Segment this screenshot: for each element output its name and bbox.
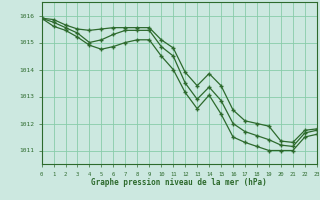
- X-axis label: Graphe pression niveau de la mer (hPa): Graphe pression niveau de la mer (hPa): [91, 178, 267, 187]
